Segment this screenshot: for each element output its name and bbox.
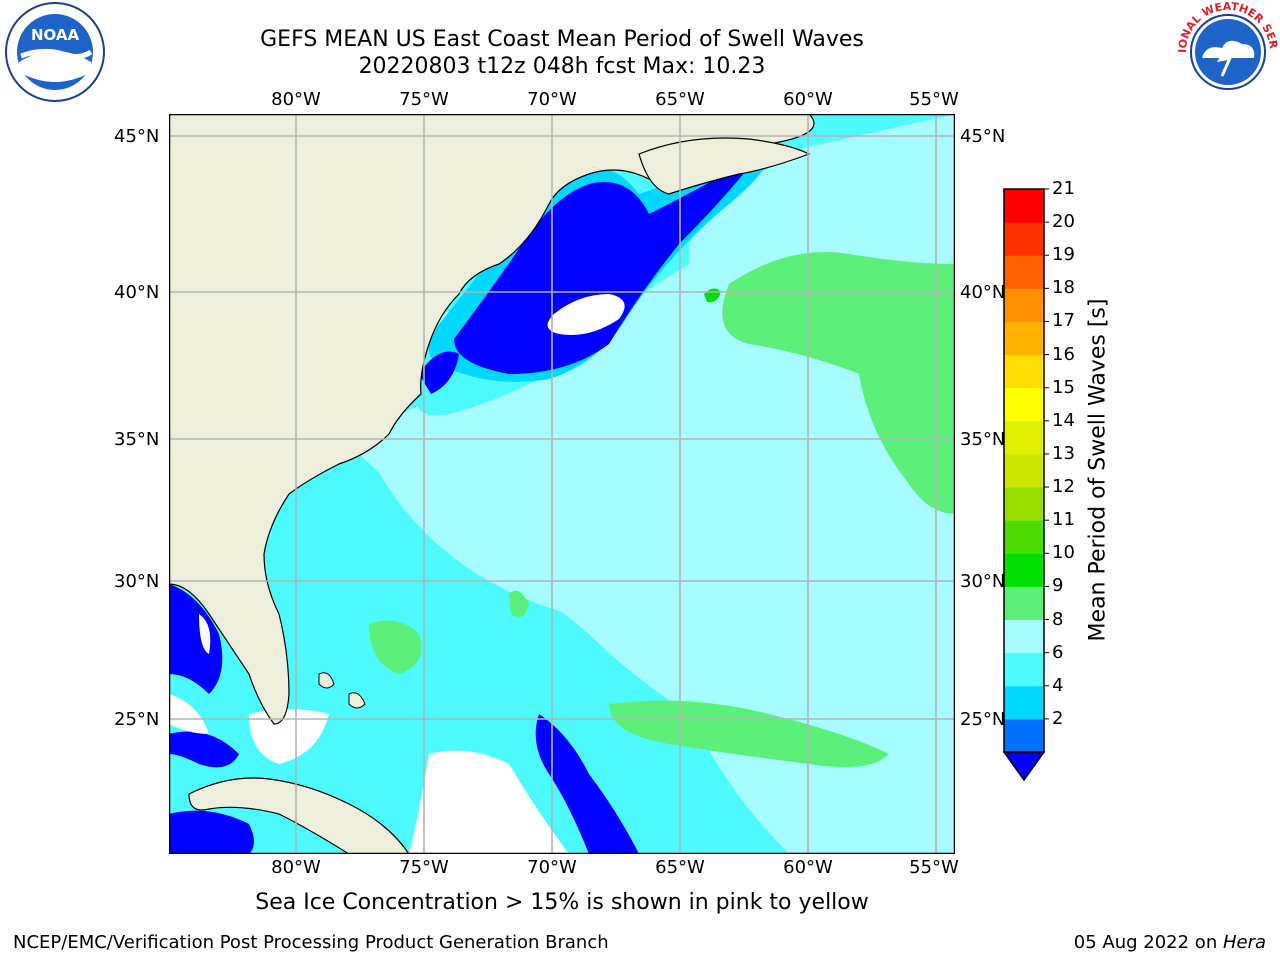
colorbar-segment [1004,321,1044,356]
noaa-logo: NOAA [5,2,105,102]
noaa-logo-text: NOAA [31,26,80,44]
colorbar-segment [1004,718,1044,753]
nws-logo: NATIONAL WEATHER SERVICE [1176,0,1280,102]
period-8-9-region [369,440,716,624]
lon-label-top: 80°W [271,89,321,110]
map-title: GEFS MEAN US East Coast Mean Period of S… [260,27,864,52]
period-9-10-region [369,620,422,674]
colorbar-segment [1004,453,1044,488]
lat-label-right: 25°N [960,709,1006,730]
colorbar-extend-arrow [1002,751,1046,782]
missing-patch [547,294,625,335]
colorbar-tick-label: 15 [1052,376,1075,398]
colorbar-segment [1004,520,1044,554]
lon-label-bottom: 80°W [271,857,321,878]
colorbar-segment [1004,288,1044,322]
period-2-4-shelf [454,154,759,374]
sea-ice-note: Sea Ice Concentration > 15% is shown in … [255,890,869,915]
colorbar-segment [1004,553,1044,587]
lat-label-right: 45°N [960,126,1006,147]
nova-scotia [638,137,811,195]
lon-label-top: 55°W [909,89,959,110]
colorbar-segment [1004,222,1044,256]
colorbar-tick-label: 19 [1052,244,1075,266]
missing-gulf [169,694,209,734]
lat-label-left: 25°N [114,709,160,730]
colorbar-segment [1004,619,1044,654]
colorbar-tick-label: 10 [1052,542,1075,564]
lon-label-top: 65°W [655,89,705,110]
lon-label-bottom: 55°W [909,857,959,878]
colorbar-tick-label: 21 [1052,178,1075,199]
colorbar-tick-label: 9 [1052,575,1064,597]
period-9-10-region [609,700,889,768]
lon-label-bottom: 70°W [527,857,577,878]
lon-label-bottom: 75°W [399,857,449,878]
missing-caribbean [409,750,569,854]
colorbar-tick-label: 11 [1052,509,1075,531]
colorbar-title: Mean Period of Swell Waves [s] [1085,298,1111,642]
lon-label-bottom: 60°W [783,857,833,878]
lat-label-right: 40°N [960,282,1006,303]
colorbar [1002,188,1049,782]
colorbar-tick-label: 8 [1052,608,1064,630]
footer-machine: Hera [1222,932,1266,953]
lat-label-right: 30°N [960,571,1006,592]
swell-period-map [169,114,955,854]
period-9-10-region [509,590,529,618]
colorbar-tick-label: 17 [1052,310,1075,332]
map-subtitle: 20220803 t12z 048h fcst Max: 10.23 [358,54,766,79]
missing-gulf [199,614,211,654]
colorbar-tick-label: 20 [1052,211,1075,233]
lon-label-top: 75°W [399,89,449,110]
colorbar-tick-label: 2 [1052,707,1064,729]
colorbar-segment [1004,586,1044,621]
colorbar-tick-label: 12 [1052,476,1075,498]
footer-date: 05 Aug 2022 on Hera [1074,932,1266,953]
colorbar-segment [1004,487,1044,521]
lon-label-top: 60°W [783,89,833,110]
period-2-4-gulf [169,584,223,694]
colorbar-segment [1004,652,1044,687]
colorbar-tick-label: 16 [1052,343,1075,365]
lat-label-left: 45°N [114,126,160,147]
period-9-10-region [722,252,955,514]
colorbar-tick-label: 13 [1052,442,1075,464]
bahamas-islands [348,692,366,709]
footer-date-text: 05 Aug 2022 on [1073,932,1223,953]
footer-branch: NCEP/EMC/Verification Post Processing Pr… [13,932,609,953]
period-2-4-coast [419,351,459,394]
lat-label-left: 35°N [114,429,160,450]
lon-label-bottom: 65°W [655,857,705,878]
period-2-4-gulf [169,810,254,854]
colorbar-segment [1004,420,1044,455]
lat-label-right: 35°N [960,429,1006,450]
colorbar-tick-label: 14 [1052,409,1075,431]
colorbar-segment [1004,255,1044,289]
colorbar-tick-label: 4 [1052,674,1064,696]
colorbar-segment [1004,387,1044,422]
colorbar-segment [1004,354,1044,389]
colorbar-segment [1004,189,1044,223]
colorbar-tick-label: 6 [1052,641,1064,663]
bahamas-islands [318,672,335,689]
colorbar-tick-label: 18 [1052,277,1075,299]
period-2-4-caribbean [535,714,639,854]
lat-label-left: 40°N [114,282,160,303]
missing-bahamas [249,709,329,764]
colorbar-segment [1004,685,1044,720]
lon-label-top: 70°W [527,89,577,110]
lat-label-left: 30°N [114,571,160,592]
period-2-4-gulf [169,731,239,768]
graticule [169,114,955,854]
